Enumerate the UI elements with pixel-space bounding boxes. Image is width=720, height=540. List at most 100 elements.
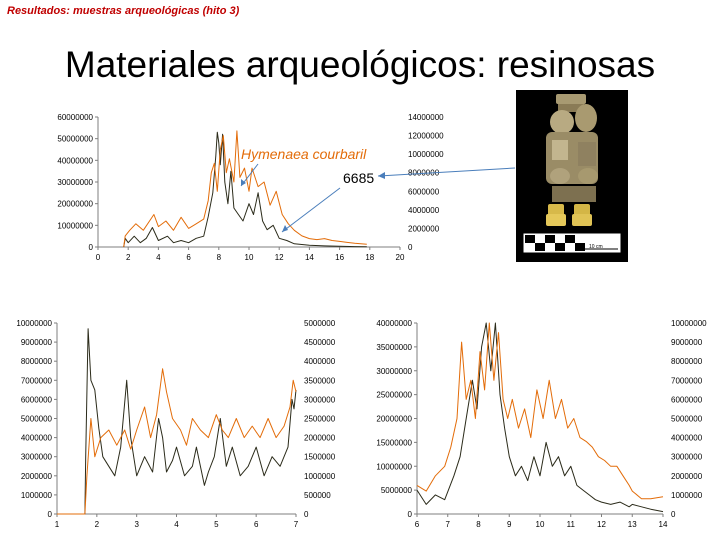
x-tick-label: 1 bbox=[55, 520, 60, 529]
y-right-tick-label: 10000000 bbox=[408, 150, 444, 159]
slide-title: Materiales arqueológicos: resinosas bbox=[64, 44, 656, 85]
y-right-tick-label: 0 bbox=[671, 510, 676, 519]
y-right-tick-label: 8000000 bbox=[671, 357, 703, 366]
y-right-tick-label: 7000000 bbox=[671, 376, 703, 385]
x-tick-label: 10 bbox=[245, 253, 254, 262]
y-right-tick-label: 5000000 bbox=[304, 319, 336, 328]
species-annotation: Hymenaea courbaril bbox=[241, 146, 367, 162]
x-tick-label: 7 bbox=[446, 520, 451, 529]
series-line-orange bbox=[123, 130, 367, 248]
y-right-tick-label: 5000000 bbox=[671, 415, 703, 424]
y-left-tick-label: 1000000 bbox=[21, 491, 53, 500]
x-tick-label: 6 bbox=[415, 520, 420, 529]
y-left-tick-label: 40000000 bbox=[57, 156, 93, 165]
y-right-tick-label: 6000000 bbox=[671, 395, 703, 404]
x-tick-label: 14 bbox=[659, 520, 668, 529]
sample-arrow-head bbox=[282, 225, 288, 232]
series-line-dark bbox=[57, 328, 297, 515]
x-tick-label: 18 bbox=[365, 253, 374, 262]
x-tick-label: 3 bbox=[134, 520, 139, 529]
scale-bar: 10 cm bbox=[522, 232, 622, 254]
x-tick-label: 16 bbox=[335, 253, 344, 262]
x-tick-label: 7 bbox=[294, 520, 299, 529]
x-tick-label: 12 bbox=[597, 520, 606, 529]
y-right-tick-label: 4000000 bbox=[671, 434, 703, 443]
x-tick-label: 2 bbox=[126, 253, 131, 262]
x-tick-label: 12 bbox=[275, 253, 284, 262]
y-right-tick-label: 1000000 bbox=[671, 491, 703, 500]
y-left-tick-label: 30000000 bbox=[57, 178, 93, 187]
y-left-tick-label: 30000000 bbox=[376, 367, 412, 376]
photo-arrow bbox=[377, 167, 516, 177]
y-left-tick-label: 3000000 bbox=[21, 453, 53, 462]
x-tick-label: 2 bbox=[95, 520, 100, 529]
y-left-tick-label: 10000000 bbox=[376, 462, 412, 471]
y-left-tick-label: 60000000 bbox=[57, 113, 93, 122]
y-right-tick-label: 6000000 bbox=[408, 187, 440, 196]
series-line-orange bbox=[416, 322, 664, 500]
y-left-tick-label: 8000000 bbox=[21, 357, 53, 366]
x-tick-label: 10 bbox=[536, 520, 545, 529]
x-tick-label: 9 bbox=[507, 520, 512, 529]
scale-bar-label: 10 cm bbox=[589, 244, 603, 250]
y-right-tick-label: 500000 bbox=[304, 491, 331, 500]
x-tick-label: 20 bbox=[396, 253, 405, 262]
photo-arrow-head bbox=[378, 172, 385, 179]
y-left-tick-label: 2000000 bbox=[21, 472, 53, 481]
y-right-tick-label: 1500000 bbox=[304, 453, 336, 462]
series-line-orange bbox=[57, 368, 297, 515]
chart-bottom-left: 1 2 3 4 5 6 7010000002000000300000040000005000… bbox=[16, 319, 335, 529]
artifact-photo: 10 cm bbox=[516, 90, 628, 262]
y-right-tick-label: 1000000 bbox=[304, 472, 336, 481]
x-tick-label: 6 bbox=[186, 253, 191, 262]
x-tick-label: 8 bbox=[217, 253, 222, 262]
y-left-tick-label: 10000000 bbox=[57, 221, 93, 230]
y-left-tick-label: 0 bbox=[48, 510, 53, 519]
y-right-tick-label: 9000000 bbox=[671, 338, 703, 347]
y-right-tick-label: 3000000 bbox=[304, 395, 336, 404]
y-right-tick-label: 14000000 bbox=[408, 113, 444, 122]
y-left-tick-label: 25000000 bbox=[376, 391, 412, 400]
x-tick-label: 0 bbox=[96, 253, 101, 262]
x-tick-label: 4 bbox=[156, 253, 161, 262]
chart-top: 0 2 4 6 8 10 12 14 16 18 2001000000020000000300000… bbox=[57, 113, 444, 262]
y-right-tick-label: 3500000 bbox=[304, 376, 336, 385]
y-left-tick-label: 4000000 bbox=[21, 434, 53, 443]
x-tick-label: 4 bbox=[174, 520, 179, 529]
series-line-dark bbox=[123, 131, 367, 248]
y-left-tick-label: 35000000 bbox=[376, 343, 412, 352]
y-left-tick-label: 50000000 bbox=[57, 135, 93, 144]
series-line-dark bbox=[416, 322, 664, 513]
y-right-tick-label: 10000000 bbox=[671, 319, 707, 328]
x-tick-label: 11 bbox=[567, 520, 576, 529]
y-left-tick-label: 15000000 bbox=[376, 438, 412, 447]
y-right-tick-label: 2000000 bbox=[408, 224, 440, 233]
y-right-tick-label: 0 bbox=[304, 510, 309, 519]
y-right-tick-label: 2000000 bbox=[671, 472, 703, 481]
sample-annotation: 6685 bbox=[343, 170, 374, 186]
y-left-tick-label: 0 bbox=[89, 243, 94, 252]
x-tick-label: 14 bbox=[305, 253, 314, 262]
y-left-tick-label: 40000000 bbox=[376, 319, 412, 328]
y-right-tick-label: 4000000 bbox=[304, 357, 336, 366]
y-right-tick-label: 4000000 bbox=[408, 206, 440, 215]
y-left-tick-label: 20000000 bbox=[376, 415, 412, 424]
y-left-tick-label: 0 bbox=[408, 510, 413, 519]
x-tick-label: 13 bbox=[628, 520, 637, 529]
y-left-tick-label: 6000000 bbox=[21, 395, 53, 404]
y-right-tick-label: 2000000 bbox=[304, 434, 336, 443]
y-left-tick-label: 10000000 bbox=[16, 319, 52, 328]
section-header: Resultados: muestras arqueológicas (hito… bbox=[7, 5, 240, 17]
x-tick-label: 8 bbox=[476, 520, 481, 529]
figurine-image bbox=[546, 94, 598, 226]
y-right-tick-label: 3000000 bbox=[671, 453, 703, 462]
y-right-tick-label: 12000000 bbox=[408, 132, 444, 141]
y-left-tick-label: 7000000 bbox=[21, 376, 53, 385]
chart-bottom-right: 6 7 8 9 10 11 12 13 1405000000100000001500000020… bbox=[376, 319, 707, 529]
y-left-tick-label: 5000000 bbox=[381, 486, 413, 495]
y-right-tick-label: 2500000 bbox=[304, 415, 336, 424]
y-right-tick-label: 0 bbox=[408, 243, 413, 252]
sample-arrow bbox=[281, 187, 341, 233]
y-left-tick-label: 20000000 bbox=[57, 200, 93, 209]
